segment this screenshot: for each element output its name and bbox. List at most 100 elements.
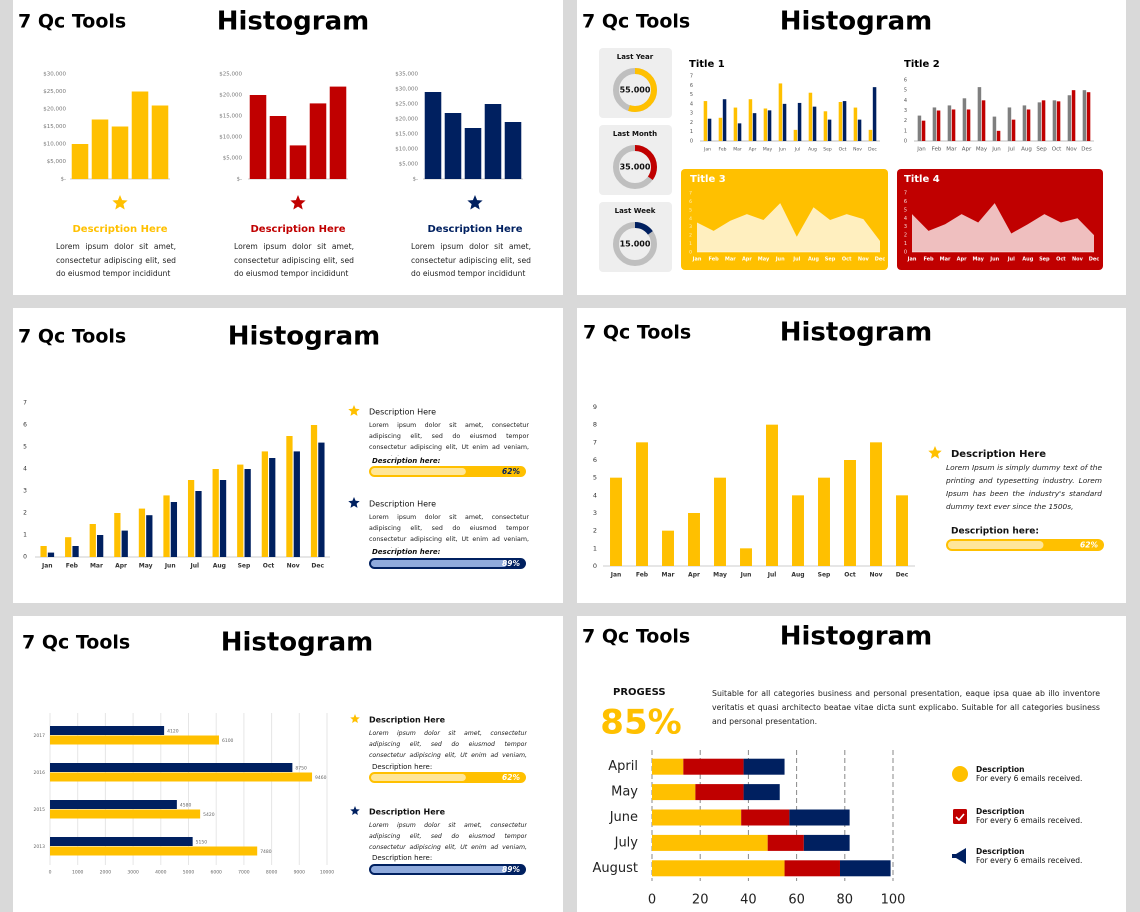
bar — [261, 451, 268, 557]
y-tick-label: 2 — [593, 527, 597, 535]
progress-caption: Description here: — [372, 457, 441, 465]
bar — [50, 763, 293, 772]
bar — [50, 809, 201, 819]
bar — [1022, 105, 1027, 141]
bar — [977, 87, 982, 141]
y-tick-label: $15,000 — [395, 132, 418, 138]
y-tick-label: 2 — [904, 118, 907, 124]
slide-title: Histogram — [780, 7, 933, 37]
x-tick-label: Mar — [90, 563, 103, 570]
y-tick-label: 5 — [690, 92, 693, 98]
y-tick-label: 5 — [904, 207, 907, 213]
bar — [740, 548, 752, 566]
bar — [121, 530, 128, 557]
bar — [722, 99, 727, 141]
y-tick-label: 4 — [904, 98, 907, 104]
item-text: Lorem ipsum dolor sit amet, consectetur … — [369, 730, 527, 764]
bar — [610, 477, 622, 566]
x-tick-label: Feb — [636, 572, 649, 579]
bar-segment — [683, 758, 744, 775]
y-tick-label: 1 — [689, 241, 692, 247]
y-tick-label: $20,000 — [219, 93, 242, 99]
bar — [310, 425, 318, 557]
bar — [163, 495, 170, 557]
x-tick-label: 0 — [49, 870, 52, 876]
item-heading: Description Here — [427, 224, 522, 235]
bar — [464, 128, 482, 179]
star-icon — [348, 497, 360, 508]
brand: 7 Qc Tools — [22, 632, 130, 654]
clipboard-icon — [953, 809, 967, 824]
y-tick-label: 5 — [23, 444, 27, 451]
x-tick-label: 1000 — [72, 870, 84, 876]
bar — [853, 107, 858, 141]
y-tick-label: 1 — [904, 241, 907, 247]
y-tick-label: 4 — [904, 216, 907, 222]
bar — [444, 113, 462, 179]
bar — [981, 100, 986, 141]
y-tick-label: $10,000 — [395, 147, 418, 153]
bar — [329, 86, 347, 179]
brand: 7 Qc Tools — [18, 326, 126, 348]
x-tick-label: Sep — [823, 147, 832, 153]
x-tick-label: Dec — [1089, 257, 1100, 263]
x-tick-label: 7000 — [238, 870, 250, 876]
y-tick-label: 4 — [23, 466, 27, 473]
y-tick-label: 5 — [593, 474, 597, 482]
bar — [917, 115, 922, 141]
bar — [718, 117, 723, 141]
y-tick-label: 0 — [689, 250, 692, 256]
bar — [40, 546, 47, 557]
y-tick-label: 1 — [690, 129, 693, 135]
x-tick-label: Oct — [1056, 257, 1066, 263]
brand: 7 Qc Tools — [18, 11, 126, 33]
progress-fill — [371, 468, 466, 475]
bar — [932, 107, 937, 141]
x-tick-label: Jul — [1007, 147, 1015, 153]
x-tick-label: 5000 — [183, 870, 195, 876]
bar-segment — [743, 784, 780, 801]
x-tick-label: Nov — [287, 563, 300, 570]
star-icon — [350, 714, 360, 723]
bar — [662, 530, 674, 566]
y-tick-label: $5,000 — [399, 162, 419, 168]
bar-segment — [652, 784, 696, 801]
y-tick-label: 6 — [689, 199, 692, 205]
x-tick-label: Mar — [733, 147, 742, 153]
x-tick-label: 9000 — [294, 870, 306, 876]
y-tick-label: $10,000 — [219, 135, 242, 141]
bar — [1052, 100, 1057, 141]
x-tick-label: Apr — [962, 147, 972, 153]
slide-title: Histogram — [780, 622, 933, 652]
item-text: Lorem ipsum dolor sit amet, consectetur … — [56, 242, 176, 278]
x-tick-label: Mar — [662, 572, 675, 579]
bar — [138, 508, 146, 557]
bar — [868, 129, 873, 141]
y-tick-label: 7 — [593, 438, 597, 446]
y-tick-label: $25,000 — [219, 72, 242, 78]
x-tick-label: Mar — [725, 257, 736, 263]
data-label: 6100 — [222, 738, 234, 744]
x-tick-label: Feb — [709, 257, 720, 263]
x-tick-label: May — [758, 257, 770, 263]
slide-title: Histogram — [217, 7, 370, 37]
stat-ring — [613, 222, 657, 266]
bar — [50, 772, 313, 782]
bar — [636, 442, 648, 566]
x-tick-label: Jun — [989, 257, 999, 263]
x-tick-label: Jul — [1007, 257, 1015, 263]
bar — [111, 126, 129, 179]
slide-title: Histogram — [221, 628, 374, 658]
x-tick-label: Jan — [692, 257, 702, 263]
item-text: For every 6 emails received. — [976, 816, 1082, 825]
y-tick-label: 3 — [689, 224, 692, 230]
bar-segment — [789, 809, 850, 826]
brand: 7 Qc Tools — [582, 626, 690, 648]
y-tick-label: May — [611, 785, 638, 800]
bar — [782, 103, 787, 141]
star-icon — [290, 195, 306, 210]
bar — [823, 111, 828, 141]
x-tick-label: Aug — [1021, 147, 1032, 153]
x-tick-label: Oct — [263, 563, 275, 570]
chart-title: Title 3 — [690, 174, 726, 185]
